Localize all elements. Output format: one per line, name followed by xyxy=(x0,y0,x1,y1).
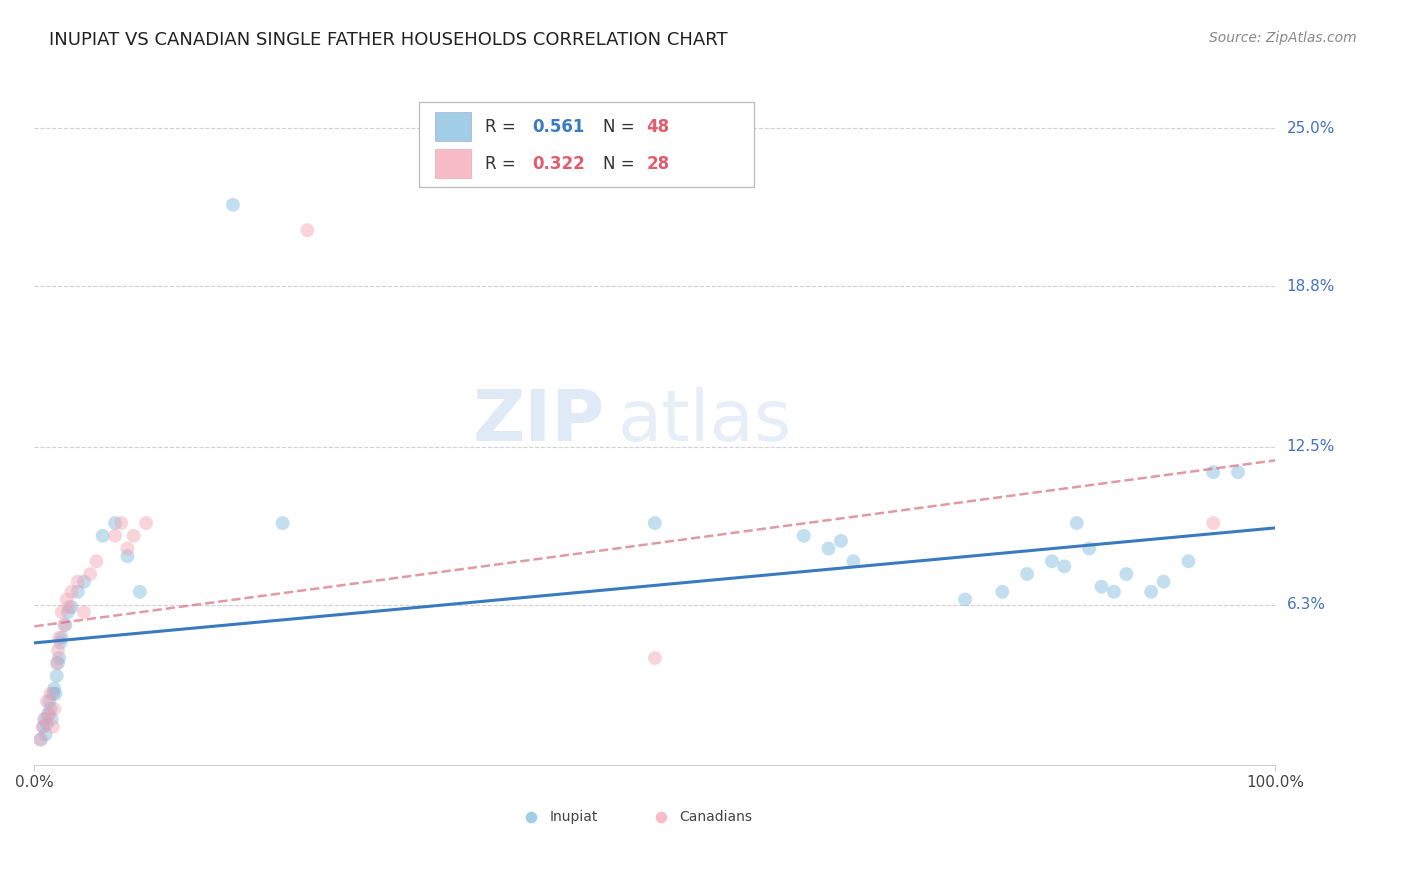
Text: 18.8%: 18.8% xyxy=(1286,278,1334,293)
Point xyxy=(39,702,62,716)
Point xyxy=(91,529,114,543)
FancyBboxPatch shape xyxy=(436,112,471,141)
Text: N =: N = xyxy=(603,155,640,173)
Point xyxy=(1153,574,1175,589)
Point xyxy=(60,584,83,599)
Point xyxy=(830,533,852,548)
Point xyxy=(34,727,56,741)
Point xyxy=(45,656,67,670)
Point xyxy=(817,541,839,556)
Point xyxy=(58,600,80,615)
Point xyxy=(44,687,66,701)
Text: INUPIAT VS CANADIAN SINGLE FATHER HOUSEHOLDS CORRELATION CHART: INUPIAT VS CANADIAN SINGLE FATHER HOUSEH… xyxy=(49,31,728,49)
Point xyxy=(38,694,60,708)
Point xyxy=(86,554,108,568)
Point xyxy=(34,712,56,726)
Point xyxy=(46,656,69,670)
Point xyxy=(1227,465,1250,479)
Point xyxy=(1202,516,1225,530)
Point xyxy=(1140,584,1163,599)
Point xyxy=(35,717,58,731)
Point xyxy=(104,516,127,530)
Text: 6.3%: 6.3% xyxy=(1286,597,1326,612)
Point xyxy=(37,706,59,721)
FancyBboxPatch shape xyxy=(419,102,754,187)
Point xyxy=(1040,554,1063,568)
Point xyxy=(1115,566,1137,581)
Text: 25.0%: 25.0% xyxy=(1286,121,1334,136)
Point xyxy=(46,643,69,657)
Point xyxy=(60,600,83,615)
Point xyxy=(1102,584,1125,599)
Point xyxy=(222,198,245,212)
Point xyxy=(45,669,67,683)
Point xyxy=(644,651,666,665)
Point xyxy=(39,687,62,701)
Text: ZIP: ZIP xyxy=(472,387,605,456)
Point xyxy=(66,574,89,589)
Point xyxy=(55,592,77,607)
Point xyxy=(644,516,666,530)
Point xyxy=(79,566,101,581)
Text: 12.5%: 12.5% xyxy=(1286,439,1334,454)
Point xyxy=(297,223,319,237)
Point xyxy=(953,592,976,607)
Point xyxy=(991,584,1014,599)
Text: Inupiat: Inupiat xyxy=(550,810,598,823)
Point xyxy=(1053,559,1076,574)
Point xyxy=(38,706,60,721)
Point xyxy=(51,631,73,645)
Point xyxy=(41,712,63,726)
Point xyxy=(55,618,77,632)
Point xyxy=(73,605,96,619)
Text: R =: R = xyxy=(485,155,520,173)
Point xyxy=(51,605,73,619)
Point xyxy=(35,694,58,708)
Point xyxy=(110,516,132,530)
Point xyxy=(66,584,89,599)
Point xyxy=(44,681,66,696)
Point xyxy=(117,549,139,564)
Text: N =: N = xyxy=(603,118,640,136)
Point xyxy=(1066,516,1088,530)
Point xyxy=(32,720,55,734)
Point xyxy=(122,529,145,543)
Text: Source: ZipAtlas.com: Source: ZipAtlas.com xyxy=(1209,31,1357,45)
Point xyxy=(53,618,76,632)
Point xyxy=(1078,541,1101,556)
Point xyxy=(30,732,52,747)
Text: Canadians: Canadians xyxy=(679,810,752,823)
Point xyxy=(842,554,865,568)
Point xyxy=(128,584,150,599)
Text: 0.322: 0.322 xyxy=(531,155,585,173)
Point xyxy=(1017,566,1039,581)
Point xyxy=(793,529,815,543)
Point xyxy=(44,702,66,716)
Point xyxy=(135,516,157,530)
Text: R =: R = xyxy=(485,118,520,136)
Point xyxy=(1202,465,1225,479)
Text: 28: 28 xyxy=(647,155,669,173)
Point xyxy=(1090,580,1112,594)
Point xyxy=(32,720,55,734)
Point xyxy=(42,687,65,701)
Point xyxy=(49,636,72,650)
Point xyxy=(117,541,139,556)
Point xyxy=(271,516,294,530)
Text: 0.561: 0.561 xyxy=(531,118,585,136)
Point xyxy=(34,712,56,726)
Point xyxy=(42,720,65,734)
Text: atlas: atlas xyxy=(617,387,792,456)
Point xyxy=(1177,554,1199,568)
FancyBboxPatch shape xyxy=(436,149,471,178)
Point xyxy=(73,574,96,589)
Point xyxy=(30,732,52,747)
Point xyxy=(104,529,127,543)
Point xyxy=(48,651,70,665)
Point xyxy=(48,631,70,645)
Text: 48: 48 xyxy=(647,118,669,136)
Point xyxy=(56,605,79,619)
